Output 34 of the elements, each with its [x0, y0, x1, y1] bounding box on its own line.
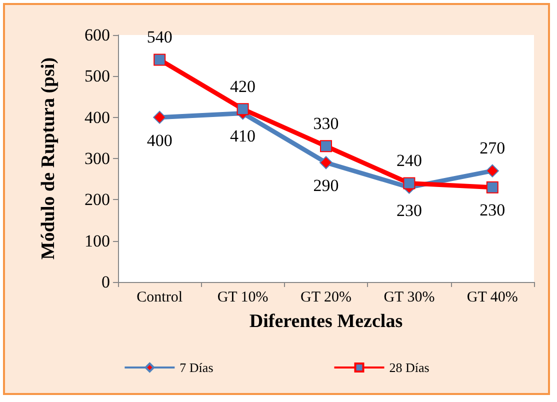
point: [403, 177, 416, 190]
point: [320, 140, 332, 152]
data-label: 230: [480, 200, 506, 220]
y-tick-label: 400: [84, 108, 110, 127]
y-tick-label: 200: [84, 190, 110, 210]
y-tick-label: 0: [102, 272, 110, 292]
data-label: 290: [313, 176, 339, 196]
legend-label: 28 Días: [389, 360, 430, 375]
data-label: 420: [230, 77, 256, 96]
x-tick-label: GT 20%: [300, 290, 352, 306]
y-axis-title: Módulo de Ruptura (psi): [38, 57, 59, 260]
data-label: 540: [146, 28, 172, 47]
y-tick-label: 100: [84, 231, 110, 250]
y-tick-label: 600: [84, 26, 110, 44]
y-tick-label: 300: [84, 149, 110, 168]
y-tick-label: 500: [84, 66, 110, 86]
data-label: 330: [313, 114, 339, 134]
x-tick-label: GT 30%: [384, 290, 435, 306]
point: [236, 103, 249, 116]
data-label: 400: [146, 130, 172, 150]
x-tick-label: Control: [136, 290, 183, 306]
x-tick-label: GT 40%: [466, 290, 518, 306]
data-label: 240: [396, 151, 422, 170]
data-label: 410: [230, 126, 256, 146]
data-label: 230: [396, 200, 422, 220]
data-label: 270: [480, 138, 506, 158]
x-tick-label: GT 10%: [217, 290, 268, 306]
x-axis-title: Diferentes Mezclas: [249, 311, 403, 332]
point: [320, 156, 332, 170]
point: [486, 164, 499, 178]
point: [154, 54, 166, 66]
legend-label: 7 Días: [180, 360, 214, 375]
point: [153, 110, 166, 124]
point: [486, 181, 498, 194]
